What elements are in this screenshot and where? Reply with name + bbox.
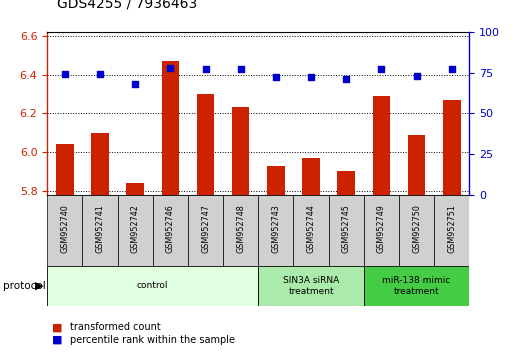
Text: ▶: ▶ — [34, 281, 43, 291]
Bar — [56, 144, 73, 195]
Text: GSM952749: GSM952749 — [377, 204, 386, 253]
Text: percentile rank within the sample: percentile rank within the sample — [70, 335, 235, 345]
Text: GSM952741: GSM952741 — [95, 204, 105, 253]
Bar — [47, 195, 83, 266]
Bar — [153, 195, 188, 266]
Point — [61, 72, 69, 77]
Point — [272, 75, 280, 80]
Text: GSM952747: GSM952747 — [201, 204, 210, 253]
Text: GSM952746: GSM952746 — [166, 204, 175, 253]
Bar — [267, 166, 285, 195]
Bar — [47, 266, 258, 306]
Point — [378, 67, 386, 72]
Text: GSM952745: GSM952745 — [342, 204, 351, 253]
Bar — [223, 195, 258, 266]
Text: control: control — [137, 281, 168, 290]
Bar — [329, 195, 364, 266]
Text: ■: ■ — [52, 322, 63, 332]
Text: miR-138 mimic
treatment: miR-138 mimic treatment — [382, 276, 451, 296]
Point — [307, 75, 315, 80]
Text: GSM952748: GSM952748 — [236, 204, 245, 253]
Bar — [162, 61, 179, 195]
Bar — [232, 108, 249, 195]
Text: GSM952751: GSM952751 — [447, 204, 456, 253]
Text: GSM952743: GSM952743 — [271, 204, 281, 253]
Point — [202, 67, 210, 72]
Text: ■: ■ — [52, 335, 63, 345]
Bar — [364, 195, 399, 266]
Text: protocol: protocol — [3, 281, 45, 291]
Point — [448, 67, 456, 72]
Text: transformed count: transformed count — [70, 322, 161, 332]
Bar — [258, 195, 293, 266]
Bar — [434, 195, 469, 266]
Point — [342, 76, 350, 82]
Text: GDS4255 / 7936463: GDS4255 / 7936463 — [57, 0, 198, 11]
Bar — [83, 195, 117, 266]
Bar — [364, 266, 469, 306]
Bar — [258, 266, 364, 306]
Bar — [338, 171, 355, 195]
Text: SIN3A siRNA
treatment: SIN3A siRNA treatment — [283, 276, 339, 296]
Bar — [408, 135, 425, 195]
Text: GSM952750: GSM952750 — [412, 204, 421, 253]
Bar — [443, 100, 461, 195]
Bar — [372, 96, 390, 195]
Point — [166, 65, 174, 70]
Bar — [188, 195, 223, 266]
Text: GSM952740: GSM952740 — [61, 204, 69, 253]
Bar — [196, 94, 214, 195]
Point — [96, 72, 104, 77]
Bar — [399, 195, 434, 266]
Text: GSM952744: GSM952744 — [307, 204, 315, 253]
Bar — [117, 195, 153, 266]
Point — [131, 81, 139, 87]
Text: GSM952742: GSM952742 — [131, 204, 140, 253]
Point — [236, 67, 245, 72]
Point — [412, 73, 421, 79]
Bar — [302, 158, 320, 195]
Bar — [126, 183, 144, 195]
Bar — [293, 195, 329, 266]
Bar — [91, 133, 109, 195]
